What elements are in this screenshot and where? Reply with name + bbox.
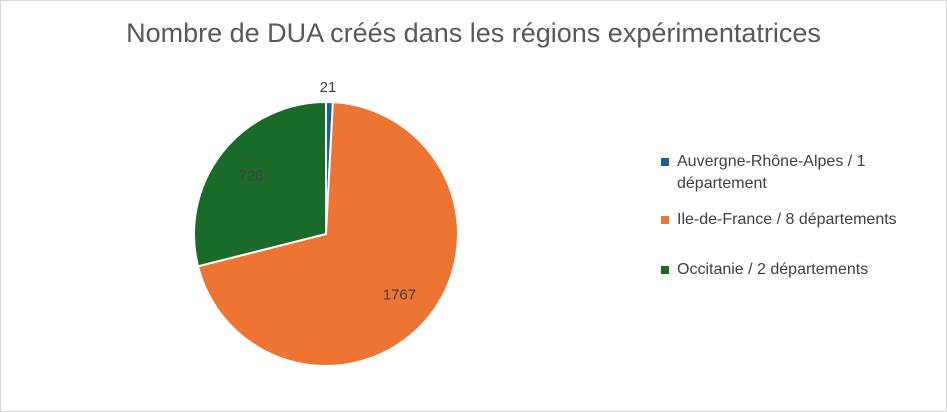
legend: Auvergne-Rhône-Alpes / 1 département Ile… xyxy=(661,151,941,281)
legend-swatch-occitanie xyxy=(661,266,669,274)
legend-item-occitanie: Occitanie / 2 départements xyxy=(661,259,941,281)
data-label-ile-de-france: 1767 xyxy=(383,286,416,303)
chart-title: Nombre de DUA créés dans les régions exp… xyxy=(126,18,821,48)
legend-swatch-auvergne xyxy=(661,158,669,166)
legend-label-auvergne: Auvergne-Rhône-Alpes / 1 département xyxy=(677,153,866,192)
pie-slice-ile-de-france xyxy=(196,101,459,367)
data-label-occitanie: 728 xyxy=(239,168,264,185)
legend-item-auvergne: Auvergne-Rhône-Alpes / 1 département xyxy=(661,151,941,195)
legend-item-ile-de-france: Ile-de-France / 8 départements xyxy=(661,209,941,231)
pie-slice-occitanie xyxy=(193,100,327,268)
legend-label-occitanie: Occitanie / 2 départements xyxy=(677,261,869,278)
legend-label-ile-de-france: Ile-de-France / 8 départements xyxy=(677,211,897,228)
legend-swatch-ile-de-france xyxy=(661,216,669,224)
data-label-auvergne: 21 xyxy=(320,79,337,96)
